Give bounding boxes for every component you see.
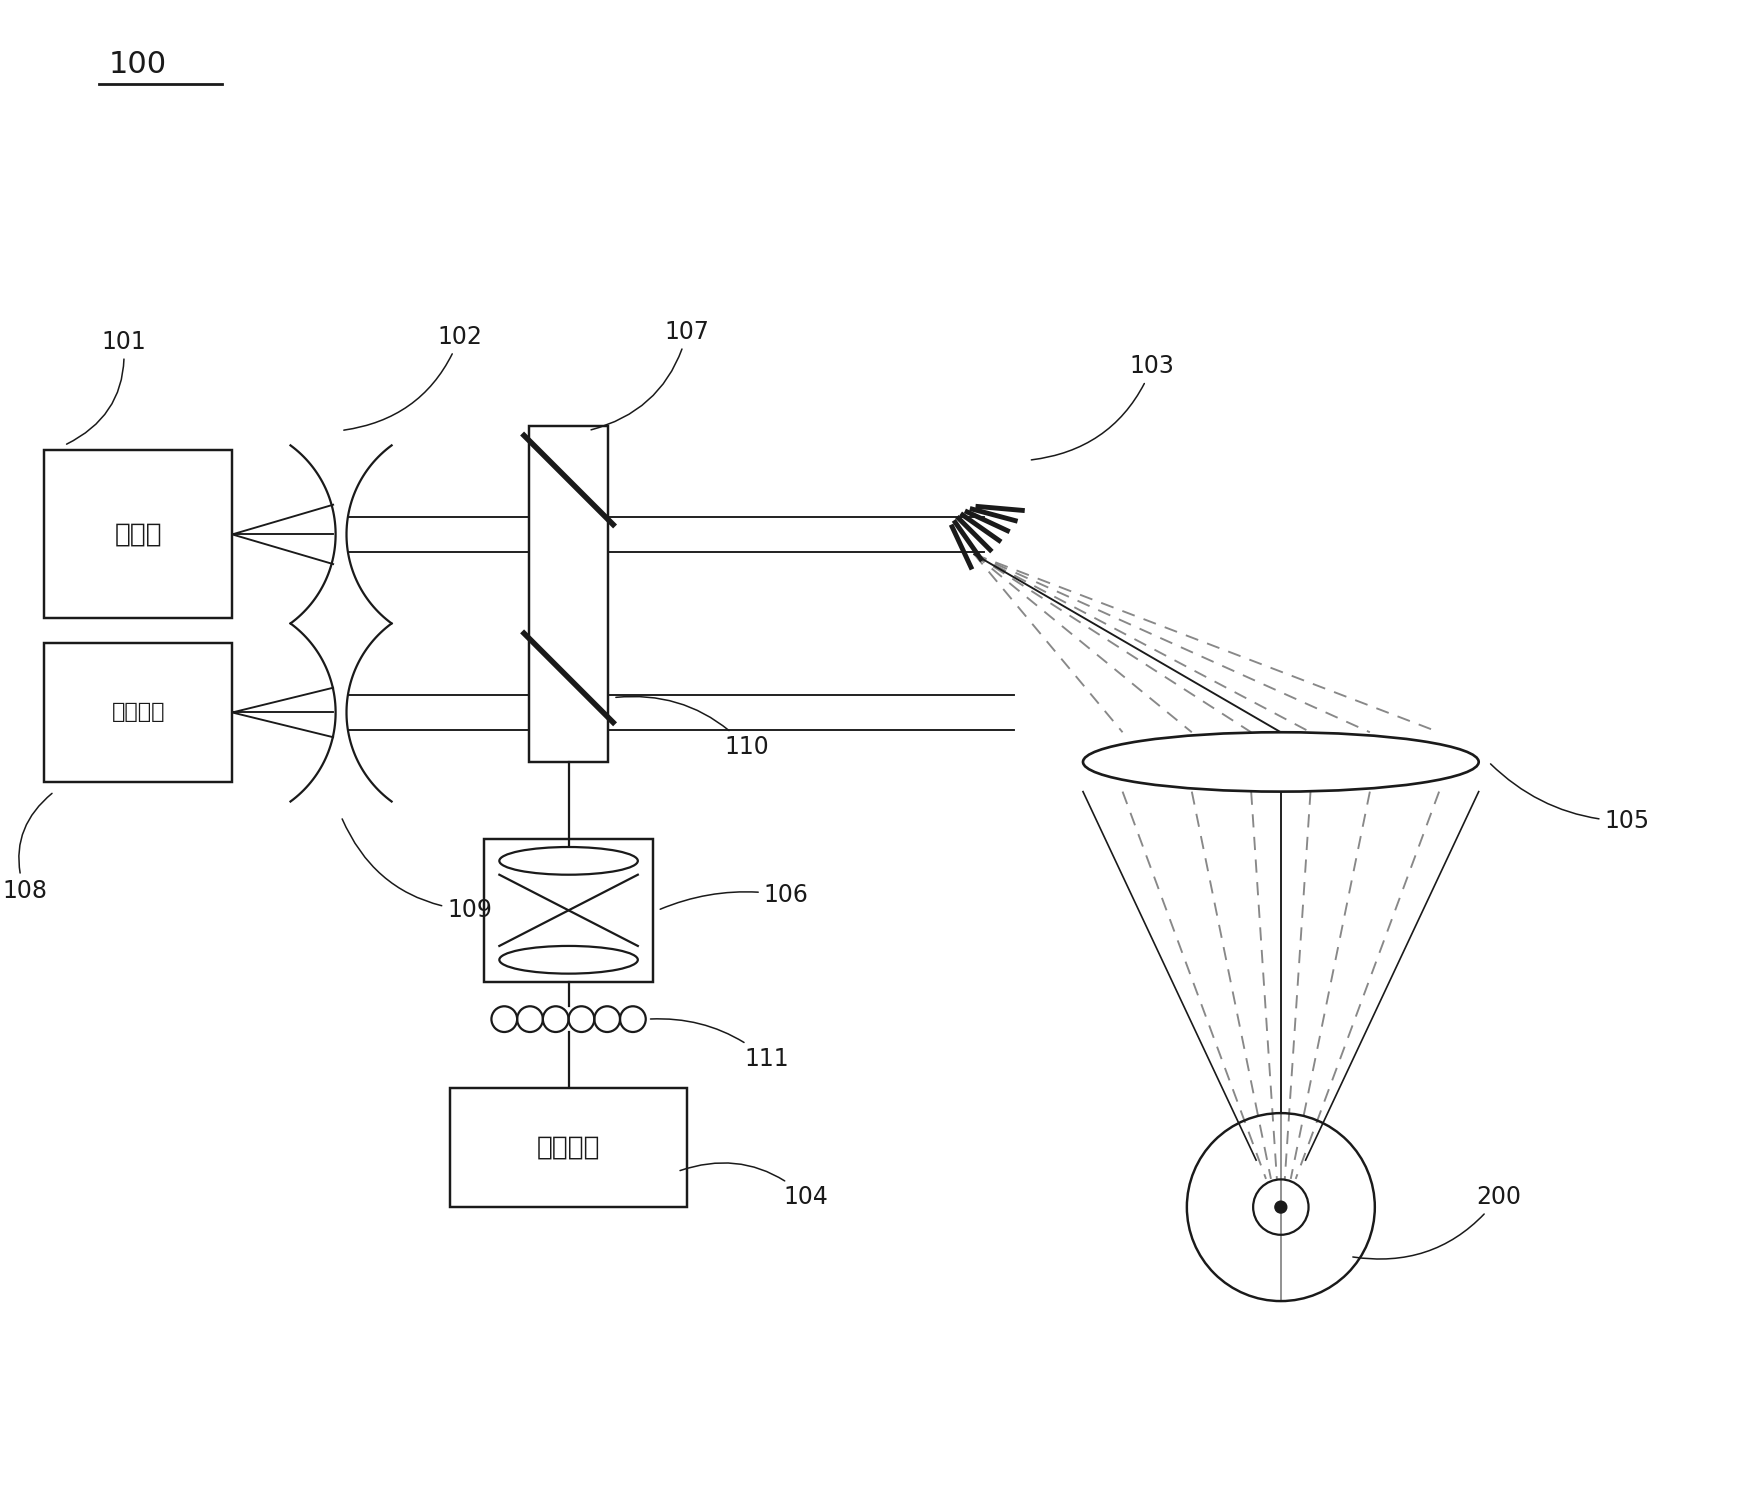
Text: 光源部: 光源部 bbox=[115, 522, 162, 547]
Text: 104: 104 bbox=[679, 1163, 828, 1210]
Text: 100: 100 bbox=[108, 50, 166, 79]
FancyBboxPatch shape bbox=[44, 451, 232, 618]
Text: 110: 110 bbox=[616, 697, 768, 759]
Text: 106: 106 bbox=[660, 883, 808, 909]
Text: 光探测器: 光探测器 bbox=[536, 1134, 601, 1161]
Circle shape bbox=[1275, 1201, 1287, 1213]
FancyBboxPatch shape bbox=[450, 1089, 688, 1207]
Text: 111: 111 bbox=[651, 1019, 789, 1070]
Text: 101: 101 bbox=[66, 330, 147, 445]
Text: 102: 102 bbox=[344, 325, 482, 429]
Ellipse shape bbox=[1083, 732, 1479, 792]
Text: 视标组件: 视标组件 bbox=[112, 703, 166, 723]
FancyBboxPatch shape bbox=[44, 643, 232, 782]
Text: 105: 105 bbox=[1491, 764, 1650, 833]
Ellipse shape bbox=[499, 847, 637, 875]
Text: 109: 109 bbox=[342, 820, 492, 922]
Ellipse shape bbox=[499, 947, 637, 974]
Text: 108: 108 bbox=[2, 794, 52, 903]
Text: 107: 107 bbox=[592, 319, 709, 429]
Text: 200: 200 bbox=[1353, 1185, 1521, 1259]
Text: 103: 103 bbox=[1032, 354, 1175, 460]
